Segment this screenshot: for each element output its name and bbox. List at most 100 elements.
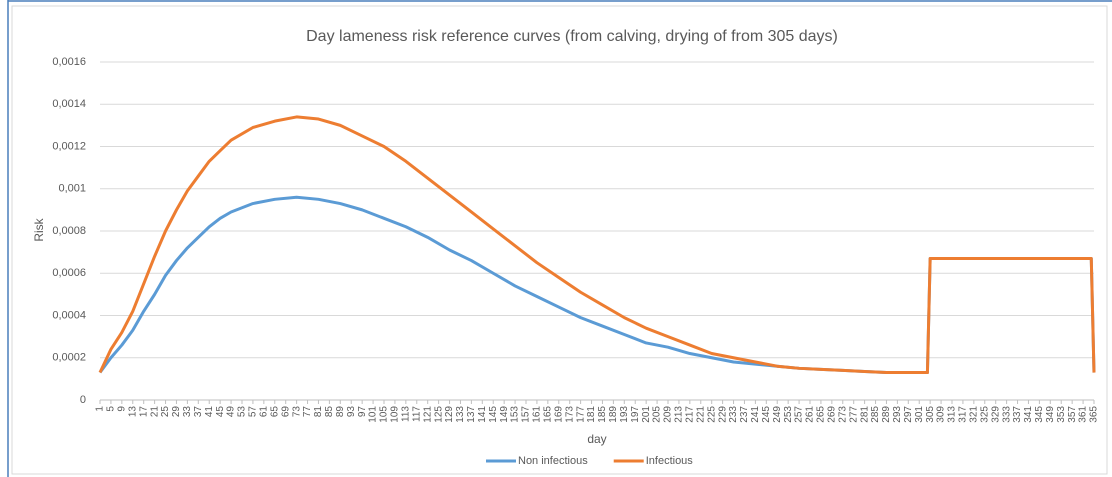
x-tick-label: 181 bbox=[586, 406, 597, 423]
x-tick-label: 257 bbox=[794, 406, 805, 423]
x-tick-label: 109 bbox=[390, 406, 401, 423]
x-tick-label: 105 bbox=[379, 406, 390, 423]
x-tick-label: 305 bbox=[925, 406, 936, 423]
x-tick-label: 9 bbox=[116, 406, 127, 412]
x-tick-label: 113 bbox=[400, 406, 411, 422]
x-tick-label: 57 bbox=[248, 406, 259, 418]
x-tick-label: 177 bbox=[575, 406, 586, 423]
x-tick-label: 77 bbox=[302, 406, 313, 418]
y-tick-label: 0,001 bbox=[58, 183, 86, 195]
x-tick-label: 217 bbox=[684, 406, 695, 423]
x-tick-label: 205 bbox=[652, 406, 663, 423]
x-tick-label: 253 bbox=[783, 406, 794, 423]
x-tick-label: 29 bbox=[171, 406, 182, 418]
x-tick-label: 241 bbox=[750, 406, 761, 423]
x-tick-label: 261 bbox=[805, 406, 816, 423]
x-tick-label: 173 bbox=[564, 406, 575, 423]
x-tick-label: 5 bbox=[106, 406, 117, 412]
x-tick-label: 237 bbox=[739, 406, 750, 423]
x-axis-label: day bbox=[587, 432, 606, 446]
x-tick-label: 89 bbox=[335, 406, 346, 418]
x-tick-label: 277 bbox=[848, 406, 859, 423]
x-tick-label: 153 bbox=[510, 406, 521, 423]
y-tick-label: 0,0014 bbox=[52, 98, 86, 110]
x-tick-label: 309 bbox=[936, 406, 947, 423]
x-tick-label: 365 bbox=[1089, 406, 1100, 423]
x-tick-label: 125 bbox=[433, 406, 444, 423]
x-tick-label: 189 bbox=[608, 406, 619, 423]
x-tick-label: 65 bbox=[269, 406, 280, 418]
x-tick-label: 141 bbox=[477, 406, 488, 423]
x-tick-label: 349 bbox=[1045, 406, 1056, 423]
chart-title: Day lameness risk reference curves (from… bbox=[306, 28, 838, 45]
x-tick-label: 201 bbox=[641, 406, 652, 423]
x-tick-label: 145 bbox=[488, 406, 499, 423]
x-tick-label: 185 bbox=[597, 406, 608, 423]
x-tick-label: 337 bbox=[1012, 406, 1023, 423]
x-tick-label: 317 bbox=[958, 406, 969, 423]
x-tick-label: 341 bbox=[1023, 406, 1034, 423]
x-tick-label: 289 bbox=[881, 406, 892, 423]
x-tick-label: 233 bbox=[728, 406, 739, 423]
x-tick-label: 21 bbox=[149, 406, 160, 418]
legend-label: Infectious bbox=[646, 455, 694, 467]
x-tick-label: 245 bbox=[761, 406, 772, 423]
x-tick-label: 85 bbox=[324, 406, 335, 418]
x-tick-label: 285 bbox=[870, 406, 881, 423]
x-tick-label: 81 bbox=[313, 406, 324, 418]
chart-border bbox=[11, 5, 1108, 475]
x-tick-label: 269 bbox=[826, 406, 837, 423]
x-tick-label: 193 bbox=[619, 406, 630, 423]
x-tick-label: 97 bbox=[357, 406, 368, 418]
y-tick-label: 0,0004 bbox=[52, 309, 86, 321]
x-tick-label: 329 bbox=[990, 406, 1001, 423]
y-tick-label: 0 bbox=[80, 394, 86, 406]
x-tick-label: 221 bbox=[695, 406, 706, 423]
y-tick-label: 0,0002 bbox=[52, 352, 86, 364]
x-tick-label: 49 bbox=[226, 406, 237, 418]
x-tick-label: 313 bbox=[947, 406, 958, 423]
x-tick-label: 161 bbox=[532, 406, 543, 423]
y-tick-label: 0,0012 bbox=[52, 140, 86, 152]
x-tick-label: 37 bbox=[193, 406, 204, 418]
x-tick-label: 53 bbox=[237, 406, 248, 418]
x-tick-label: 197 bbox=[630, 406, 641, 423]
x-tick-label: 325 bbox=[979, 406, 990, 423]
x-tick-label: 273 bbox=[837, 406, 848, 423]
x-tick-label: 165 bbox=[542, 406, 553, 423]
x-tick-label: 265 bbox=[816, 406, 827, 423]
x-tick-label: 209 bbox=[663, 406, 674, 423]
x-tick-label: 93 bbox=[346, 406, 357, 418]
y-tick-label: 0,0016 bbox=[52, 56, 86, 68]
x-tick-label: 225 bbox=[706, 406, 717, 423]
x-tick-label: 117 bbox=[411, 406, 422, 422]
x-tick-label: 25 bbox=[160, 406, 171, 418]
x-tick-label: 169 bbox=[553, 406, 564, 423]
x-tick-label: 133 bbox=[455, 406, 466, 423]
x-tick-label: 33 bbox=[182, 406, 193, 418]
x-tick-label: 353 bbox=[1056, 406, 1067, 423]
x-tick-label: 361 bbox=[1078, 406, 1089, 423]
x-tick-label: 213 bbox=[674, 406, 685, 423]
x-tick-label: 229 bbox=[717, 406, 728, 423]
y-tick-label: 0,0008 bbox=[52, 225, 86, 237]
x-tick-label: 13 bbox=[127, 406, 138, 418]
x-tick-label: 157 bbox=[521, 406, 532, 423]
legend-label: Non infectious bbox=[518, 455, 588, 467]
x-tick-label: 345 bbox=[1034, 406, 1045, 423]
x-tick-label: 137 bbox=[466, 406, 477, 423]
x-tick-label: 73 bbox=[291, 406, 302, 418]
x-tick-label: 45 bbox=[215, 406, 226, 418]
x-tick-label: 1 bbox=[95, 406, 106, 412]
x-tick-label: 301 bbox=[914, 406, 925, 423]
x-tick-label: 69 bbox=[280, 406, 291, 418]
x-tick-label: 149 bbox=[499, 406, 510, 423]
y-tick-label: 0,0006 bbox=[52, 267, 86, 279]
x-tick-label: 41 bbox=[204, 406, 215, 418]
y-axis-label: Risk bbox=[32, 217, 46, 241]
x-tick-label: 333 bbox=[1001, 406, 1012, 423]
x-tick-label: 129 bbox=[444, 406, 455, 423]
x-tick-label: 321 bbox=[968, 406, 979, 423]
